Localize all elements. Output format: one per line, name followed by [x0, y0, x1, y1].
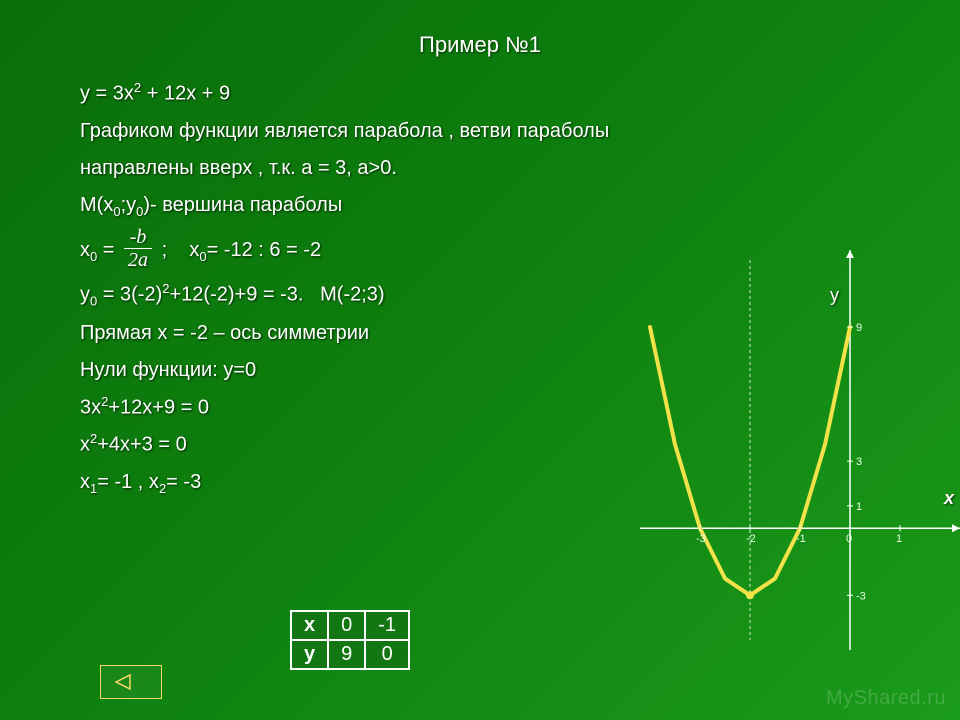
vertex-def: M(x0;y0)- вершина параболы	[80, 190, 640, 222]
svg-text:-3: -3	[696, 533, 706, 545]
x-axis-label: x	[944, 488, 954, 509]
svg-text:9: 9	[856, 322, 862, 334]
triangle-left-icon	[114, 673, 148, 691]
svg-text:-2: -2	[746, 533, 756, 545]
graph-svg: -3 -2 -1 0 1 -3 1 3 9	[640, 250, 960, 650]
svg-text:1: 1	[896, 533, 902, 545]
eq-step-2: x2+4x+3 = 0	[80, 429, 640, 461]
svg-text:1: 1	[856, 501, 862, 513]
watermark: MyShared.ru	[826, 687, 946, 710]
y-axis-label: y	[830, 285, 839, 306]
svg-text:-3: -3	[856, 590, 866, 602]
slide-title: Пример №1	[0, 32, 960, 58]
eq-step-1: 3x2+12x+9 = 0	[80, 392, 640, 424]
table-header-x: x	[291, 611, 328, 640]
svg-text:0: 0	[846, 533, 852, 545]
slide-body: y = 3x2 + 12x + 9 Графиком функции являе…	[80, 72, 640, 505]
table-header-y: y	[291, 640, 328, 669]
x0-formula: x0 = -b 2a ; x0= -12 : 6 = -2	[80, 228, 640, 273]
svg-text:3: 3	[856, 456, 862, 468]
desc-line-1: Графиком функции является парабола , вет…	[80, 116, 640, 147]
table-cell: 0	[328, 611, 365, 640]
y0-calc: y0 = 3(-2)2+12(-2)+9 = -3. M(-2;3)	[80, 279, 640, 312]
table-cell: 0	[365, 640, 409, 669]
table-cell: 9	[328, 640, 365, 669]
value-table: x 0 -1 y 9 0	[290, 610, 410, 670]
svg-text:-1: -1	[796, 533, 806, 545]
parabola-graph: -3 -2 -1 0 1 -3 1 3 9 y x	[640, 250, 960, 650]
nav-back-button[interactable]	[100, 665, 162, 699]
symmetry-axis: Прямая x = -2 – ось симметрии	[80, 318, 640, 349]
desc-line-2: направлены вверх , т.к. a = 3, a>0.	[80, 153, 640, 184]
table-cell: -1	[365, 611, 409, 640]
roots-line: x1= -1 , x2= -3	[80, 467, 640, 499]
zeros-label: Нули функции: y=0	[80, 355, 640, 386]
equation-main: y = 3x2 + 12x + 9	[80, 78, 640, 110]
fraction: -b 2a	[124, 226, 152, 271]
slide: Пример №1 y = 3x2 + 12x + 9 Графиком фун…	[0, 0, 960, 720]
